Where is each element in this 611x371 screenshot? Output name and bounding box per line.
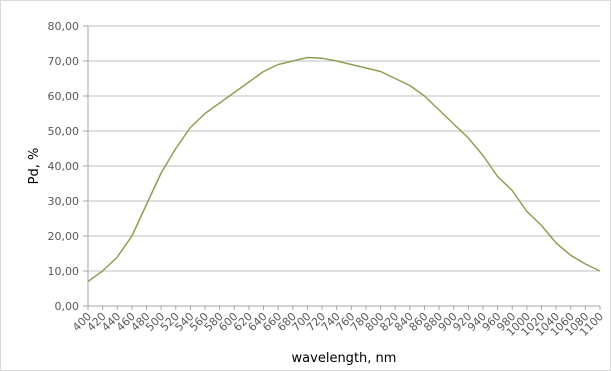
y-tick-label: 50,00 <box>48 125 80 138</box>
series-layer <box>87 56 601 283</box>
y-tick-label: 0,00 <box>55 300 80 313</box>
y-tick-label: 60,00 <box>48 90 80 103</box>
series-line <box>87 56 601 283</box>
x-axis-ticks: 4004204404604805005205405605806006206406… <box>70 306 606 339</box>
y-tick-label: 20,00 <box>48 230 80 243</box>
y-tick-label: 10,00 <box>48 265 80 278</box>
y-tick-label: 80,00 <box>48 20 80 33</box>
y-tick-label: 70,00 <box>48 55 80 68</box>
y-tick-label: 40,00 <box>48 160 80 173</box>
y-tick-label: 30,00 <box>48 195 80 208</box>
y-axis-title: Pd, % <box>27 148 42 185</box>
x-axis-title: wavelength, nm <box>292 351 397 366</box>
y-axis-ticks: 0,00 10,00 20,00 30,00 40,00 50,00 60,00 70,00 8… <box>48 20 88 313</box>
